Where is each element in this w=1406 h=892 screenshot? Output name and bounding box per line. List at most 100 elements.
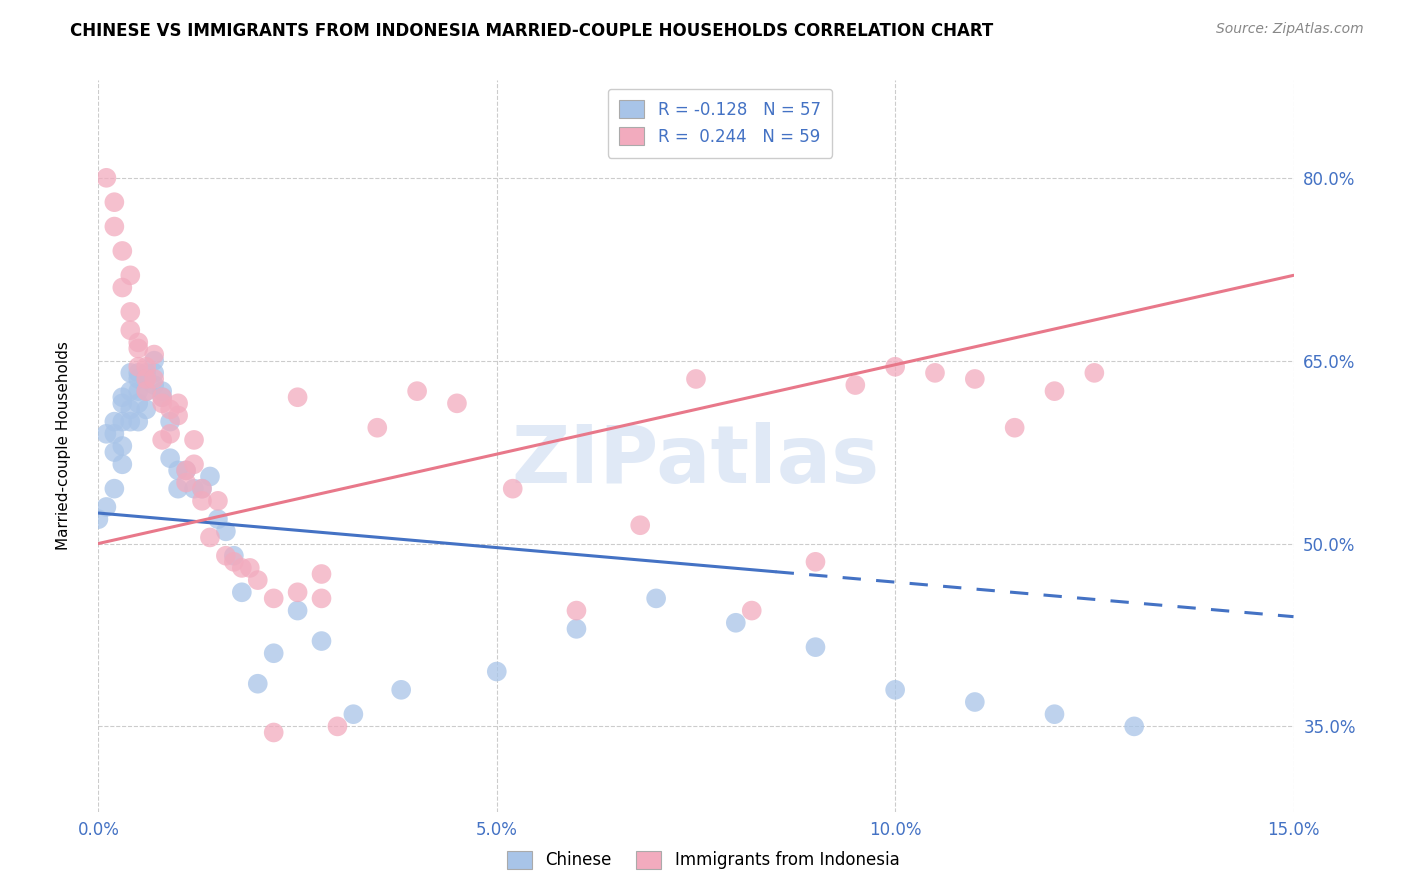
Point — [565, 622, 588, 636]
Point — [191, 493, 214, 508]
Point — [741, 603, 763, 617]
Point — [406, 384, 429, 398]
Point — [127, 342, 149, 356]
Point — [127, 359, 149, 374]
Point — [135, 366, 157, 380]
Point — [143, 378, 166, 392]
Point — [844, 378, 866, 392]
Point — [111, 415, 134, 429]
Point — [366, 421, 388, 435]
Point — [342, 707, 364, 722]
Point — [96, 170, 118, 185]
Point — [645, 591, 668, 606]
Point — [685, 372, 707, 386]
Point — [120, 305, 142, 319]
Point — [311, 634, 333, 648]
Point — [167, 409, 190, 423]
Point — [111, 457, 134, 471]
Point — [111, 439, 134, 453]
Point — [103, 445, 125, 459]
Point — [485, 665, 508, 679]
Point — [963, 372, 986, 386]
Point — [287, 603, 309, 617]
Point — [135, 402, 157, 417]
Point — [167, 396, 190, 410]
Point — [96, 500, 118, 514]
Point — [1043, 707, 1066, 722]
Point — [135, 384, 157, 398]
Point — [263, 646, 285, 660]
Point — [884, 359, 907, 374]
Point — [127, 372, 149, 386]
Legend: R = -0.128   N = 57, R =  0.244   N = 59: R = -0.128 N = 57, R = 0.244 N = 59 — [607, 88, 832, 158]
Point — [120, 366, 142, 380]
Point — [143, 353, 166, 368]
Point — [111, 280, 134, 294]
Point — [311, 567, 333, 582]
Point — [389, 682, 412, 697]
Point — [724, 615, 747, 630]
Point — [183, 457, 205, 471]
Point — [263, 725, 285, 739]
Point — [167, 482, 190, 496]
Point — [198, 469, 221, 483]
Point — [311, 591, 333, 606]
Point — [174, 463, 197, 477]
Point — [150, 384, 173, 398]
Point — [127, 415, 149, 429]
Point — [191, 482, 214, 496]
Point — [207, 493, 229, 508]
Point — [150, 433, 173, 447]
Point — [1083, 366, 1105, 380]
Point — [159, 402, 181, 417]
Point — [135, 384, 157, 398]
Text: Married-couple Households: Married-couple Households — [56, 342, 70, 550]
Point — [222, 555, 245, 569]
Point — [287, 585, 309, 599]
Point — [963, 695, 986, 709]
Point — [159, 426, 181, 441]
Point — [127, 384, 149, 398]
Point — [103, 219, 125, 234]
Point — [174, 475, 197, 490]
Point — [120, 415, 142, 429]
Point — [127, 366, 149, 380]
Point — [804, 640, 827, 655]
Point — [143, 372, 166, 386]
Legend: Chinese, Immigrants from Indonesia: Chinese, Immigrants from Indonesia — [496, 840, 910, 880]
Point — [150, 396, 173, 410]
Point — [150, 390, 173, 404]
Point — [127, 396, 149, 410]
Point — [565, 603, 588, 617]
Point — [103, 415, 125, 429]
Point — [628, 518, 651, 533]
Point — [111, 244, 134, 258]
Point — [1004, 421, 1026, 435]
Point — [222, 549, 245, 563]
Point — [183, 433, 205, 447]
Point — [239, 561, 262, 575]
Point — [287, 390, 309, 404]
Point — [446, 396, 468, 410]
Point — [111, 396, 134, 410]
Point — [326, 719, 349, 733]
Point — [1123, 719, 1146, 733]
Point — [127, 335, 149, 350]
Text: ZIPatlas: ZIPatlas — [512, 422, 880, 500]
Point — [231, 561, 253, 575]
Point — [120, 384, 142, 398]
Point — [207, 512, 229, 526]
Point — [135, 372, 157, 386]
Point — [884, 682, 907, 697]
Point — [1043, 384, 1066, 398]
Point — [502, 482, 524, 496]
Point — [159, 451, 181, 466]
Point — [143, 366, 166, 380]
Point — [804, 555, 827, 569]
Point — [103, 426, 125, 441]
Point — [87, 512, 110, 526]
Point — [103, 195, 125, 210]
Point — [143, 347, 166, 362]
Point — [167, 463, 190, 477]
Text: CHINESE VS IMMIGRANTS FROM INDONESIA MARRIED-COUPLE HOUSEHOLDS CORRELATION CHART: CHINESE VS IMMIGRANTS FROM INDONESIA MAR… — [70, 22, 994, 40]
